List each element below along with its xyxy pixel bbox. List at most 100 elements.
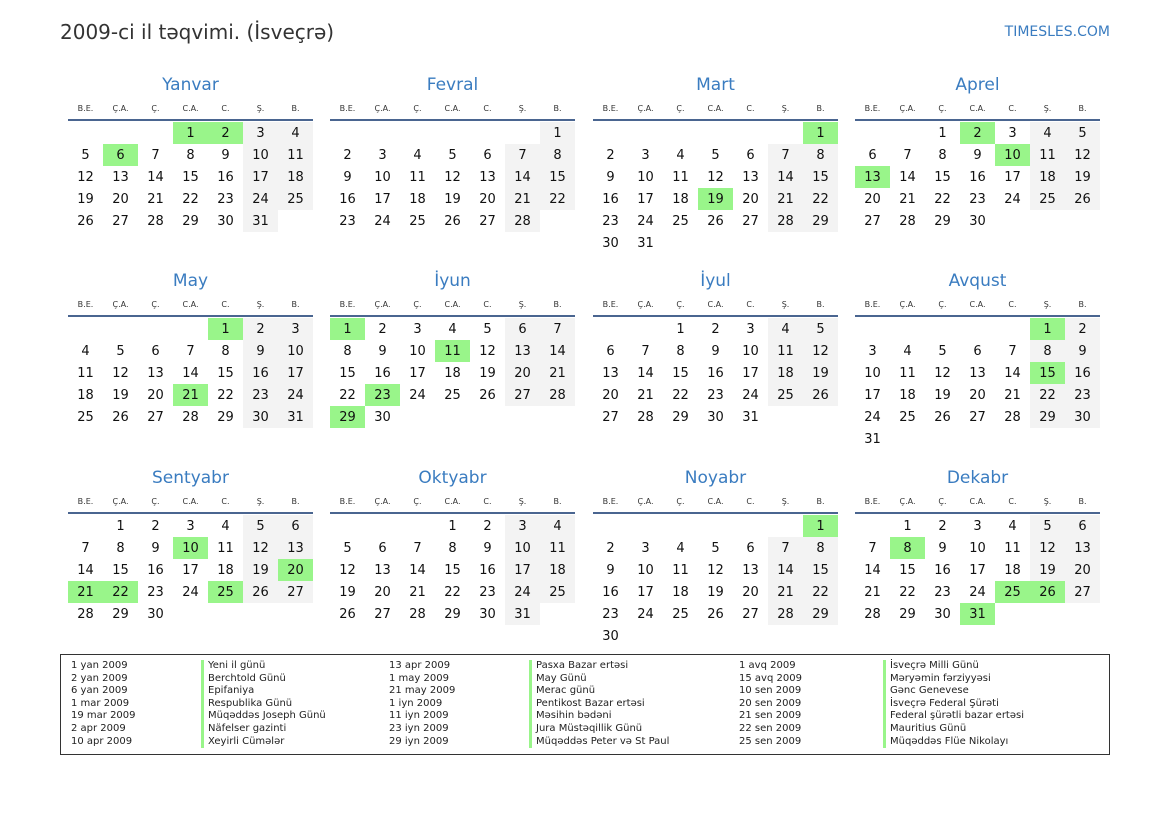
day-cell[interactable]: 14 (147, 169, 164, 185)
day-cell[interactable]: 19 (444, 191, 461, 207)
day-cell[interactable]: 8 (540, 144, 575, 166)
day-cell[interactable]: 14 (768, 559, 803, 581)
day-cell[interactable]: 23 (1065, 384, 1100, 406)
day-cell[interactable]: 11 (435, 340, 470, 362)
day-cell[interactable]: 16 (1065, 362, 1100, 384)
day-cell[interactable]: 24 (505, 581, 540, 603)
day-cell[interactable]: 8 (676, 343, 685, 359)
day-cell[interactable]: 13 (505, 340, 540, 362)
day-cell[interactable]: 6 (746, 147, 755, 163)
day-cell[interactable]: 9 (243, 340, 278, 362)
day-cell[interactable]: 11 (77, 365, 94, 381)
day-cell[interactable]: 22 (803, 188, 838, 210)
day-cell[interactable]: 1 (803, 122, 838, 144)
day-cell[interactable]: 3 (746, 321, 755, 337)
day-cell[interactable]: 20 (278, 559, 313, 581)
day-cell[interactable]: 13 (855, 166, 890, 188)
day-cell[interactable]: 12 (934, 365, 951, 381)
day-cell[interactable]: 6 (278, 515, 313, 537)
day-cell[interactable]: 24 (637, 606, 654, 622)
day-cell[interactable]: 8 (1030, 340, 1065, 362)
day-cell[interactable]: 13 (278, 537, 313, 559)
day-cell[interactable]: 2 (343, 147, 352, 163)
day-cell[interactable]: 22 (672, 387, 689, 403)
day-cell[interactable]: 5 (711, 540, 720, 556)
day-cell[interactable]: 26 (707, 213, 724, 229)
day-cell[interactable]: 19 (243, 559, 278, 581)
day-cell[interactable]: 29 (803, 603, 838, 625)
day-cell[interactable]: 18 (899, 387, 916, 403)
day-cell[interactable]: 28 (505, 210, 540, 232)
day-cell[interactable]: 5 (711, 147, 720, 163)
day-cell[interactable]: 24 (864, 409, 881, 425)
day-cell[interactable]: 9 (938, 540, 947, 556)
day-cell[interactable]: 22 (444, 584, 461, 600)
day-cell[interactable]: 19 (698, 188, 733, 210)
day-cell[interactable]: 1 (903, 518, 912, 534)
day-cell[interactable]: 30 (479, 606, 496, 622)
day-cell[interactable]: 14 (505, 166, 540, 188)
day-cell[interactable]: 13 (112, 169, 129, 185)
day-cell[interactable]: 4 (278, 122, 313, 144)
day-cell[interactable]: 11 (672, 562, 689, 578)
day-cell[interactable]: 27 (1065, 581, 1100, 603)
day-cell[interactable]: 7 (1008, 343, 1017, 359)
day-cell[interactable]: 17 (182, 562, 199, 578)
day-cell[interactable]: 28 (147, 213, 164, 229)
day-cell[interactable]: 8 (221, 343, 230, 359)
day-cell[interactable]: 18 (1030, 166, 1065, 188)
day-cell[interactable]: 28 (768, 210, 803, 232)
day-cell[interactable]: 10 (969, 540, 986, 556)
day-cell[interactable]: 16 (602, 584, 619, 600)
day-cell[interactable]: 13 (479, 169, 496, 185)
day-cell[interactable]: 3 (278, 318, 313, 340)
day-cell[interactable]: 14 (1004, 365, 1021, 381)
day-cell[interactable]: 26 (479, 387, 496, 403)
day-cell[interactable]: 11 (672, 169, 689, 185)
day-cell[interactable]: 8 (116, 540, 125, 556)
day-cell[interactable]: 29 (803, 210, 838, 232)
day-cell[interactable]: 9 (606, 562, 615, 578)
day-cell[interactable]: 29 (899, 606, 916, 622)
day-cell[interactable]: 7 (903, 147, 912, 163)
day-cell[interactable]: 20 (112, 191, 129, 207)
day-cell[interactable]: 2 (938, 518, 947, 534)
day-cell[interactable]: 7 (868, 540, 877, 556)
day-cell[interactable]: 17 (374, 191, 391, 207)
day-cell[interactable]: 15 (182, 169, 199, 185)
day-cell[interactable]: 29 (112, 606, 129, 622)
day-cell[interactable]: 28 (1004, 409, 1021, 425)
day-cell[interactable]: 12 (1030, 537, 1065, 559)
day-cell[interactable]: 25 (899, 409, 916, 425)
day-cell[interactable]: 26 (934, 409, 951, 425)
day-cell[interactable]: 10 (864, 365, 881, 381)
site-link[interactable]: TIMESLES.COM (1004, 24, 1110, 40)
day-cell[interactable]: 19 (112, 387, 129, 403)
day-cell[interactable]: 9 (711, 343, 720, 359)
day-cell[interactable]: 10 (173, 537, 208, 559)
day-cell[interactable]: 10 (409, 343, 426, 359)
day-cell[interactable]: 14 (768, 166, 803, 188)
day-cell[interactable]: 26 (339, 606, 356, 622)
day-cell[interactable]: 23 (707, 387, 724, 403)
day-cell[interactable]: 9 (221, 147, 230, 163)
day-cell[interactable]: 30 (707, 409, 724, 425)
day-cell[interactable]: 7 (540, 318, 575, 340)
day-cell[interactable]: 21 (768, 581, 803, 603)
day-cell[interactable]: 27 (278, 581, 313, 603)
day-cell[interactable]: 2 (606, 540, 615, 556)
day-cell[interactable]: 4 (676, 540, 685, 556)
day-cell[interactable]: 22 (339, 387, 356, 403)
day-cell[interactable]: 31 (243, 210, 278, 232)
day-cell[interactable]: 7 (81, 540, 90, 556)
day-cell[interactable]: 17 (969, 562, 986, 578)
day-cell[interactable]: 8 (803, 144, 838, 166)
day-cell[interactable]: 15 (934, 169, 951, 185)
day-cell[interactable]: 28 (409, 606, 426, 622)
day-cell[interactable]: 4 (676, 147, 685, 163)
day-cell[interactable]: 8 (803, 537, 838, 559)
day-cell[interactable]: 28 (637, 409, 654, 425)
day-cell[interactable]: 13 (602, 365, 619, 381)
day-cell[interactable]: 7 (186, 343, 195, 359)
day-cell[interactable]: 1 (803, 515, 838, 537)
